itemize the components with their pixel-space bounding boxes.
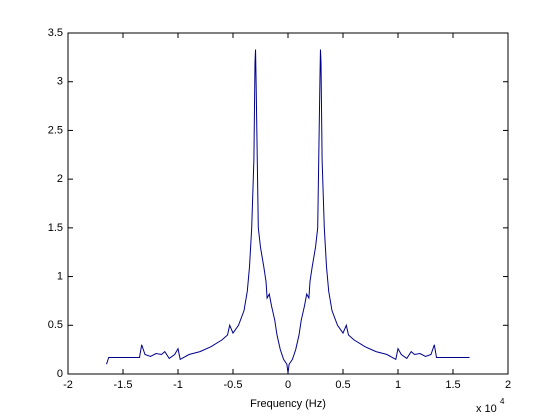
y-tick-label: 0.5 [48, 319, 63, 331]
x-tick-label: 1 [395, 379, 401, 391]
x-tick-label: 1.5 [445, 379, 460, 391]
data-line [106, 49, 470, 374]
y-tick-label: 2 [57, 173, 63, 185]
x-tick-label: -1 [173, 379, 183, 391]
x-tick-label: 0.5 [335, 379, 350, 391]
axes-box [67, 32, 509, 375]
x-multiplier-exponent: 4 [500, 397, 505, 406]
y-tick-label: 2.5 [48, 124, 63, 136]
x-multiplier: x 10 [476, 403, 497, 415]
y-tick-label: 3 [57, 76, 63, 88]
x-tick-label: -0.5 [224, 379, 243, 391]
x-tick-label: 2 [505, 379, 511, 391]
x-tick-label: -1.5 [114, 379, 133, 391]
x-tick-label: 0 [285, 379, 291, 391]
y-tick-label: 1.5 [48, 222, 63, 234]
y-tick-label: 0 [57, 368, 63, 380]
y-tick-label: 3.5 [48, 27, 63, 39]
x-tick-label: -2 [63, 379, 73, 391]
x-axis-label: Frequency (Hz) [250, 398, 326, 410]
y-tick-label: 1 [57, 270, 63, 282]
